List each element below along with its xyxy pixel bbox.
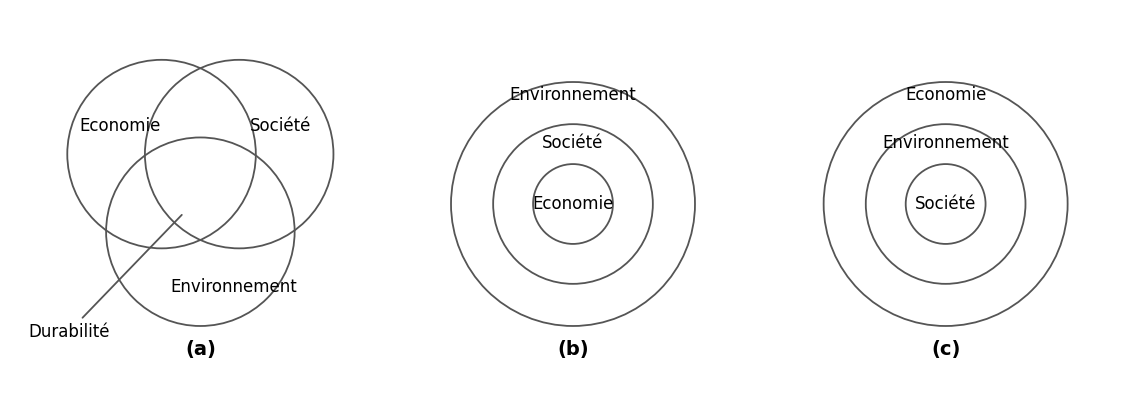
Text: Environnement: Environnement (882, 134, 1008, 152)
Text: Environnement: Environnement (510, 86, 636, 104)
Text: (b): (b) (557, 340, 589, 359)
Text: Economie: Economie (80, 118, 162, 135)
Text: Economie: Economie (905, 86, 987, 104)
Text: Durabilité: Durabilité (29, 215, 182, 341)
Text: (a): (a) (185, 340, 215, 359)
Text: Société: Société (542, 134, 604, 152)
Text: Société: Société (915, 195, 976, 213)
Text: Environnement: Environnement (171, 278, 297, 296)
Text: Economie: Economie (532, 195, 614, 213)
Text: Société: Société (250, 118, 311, 135)
Text: (c): (c) (931, 340, 960, 359)
